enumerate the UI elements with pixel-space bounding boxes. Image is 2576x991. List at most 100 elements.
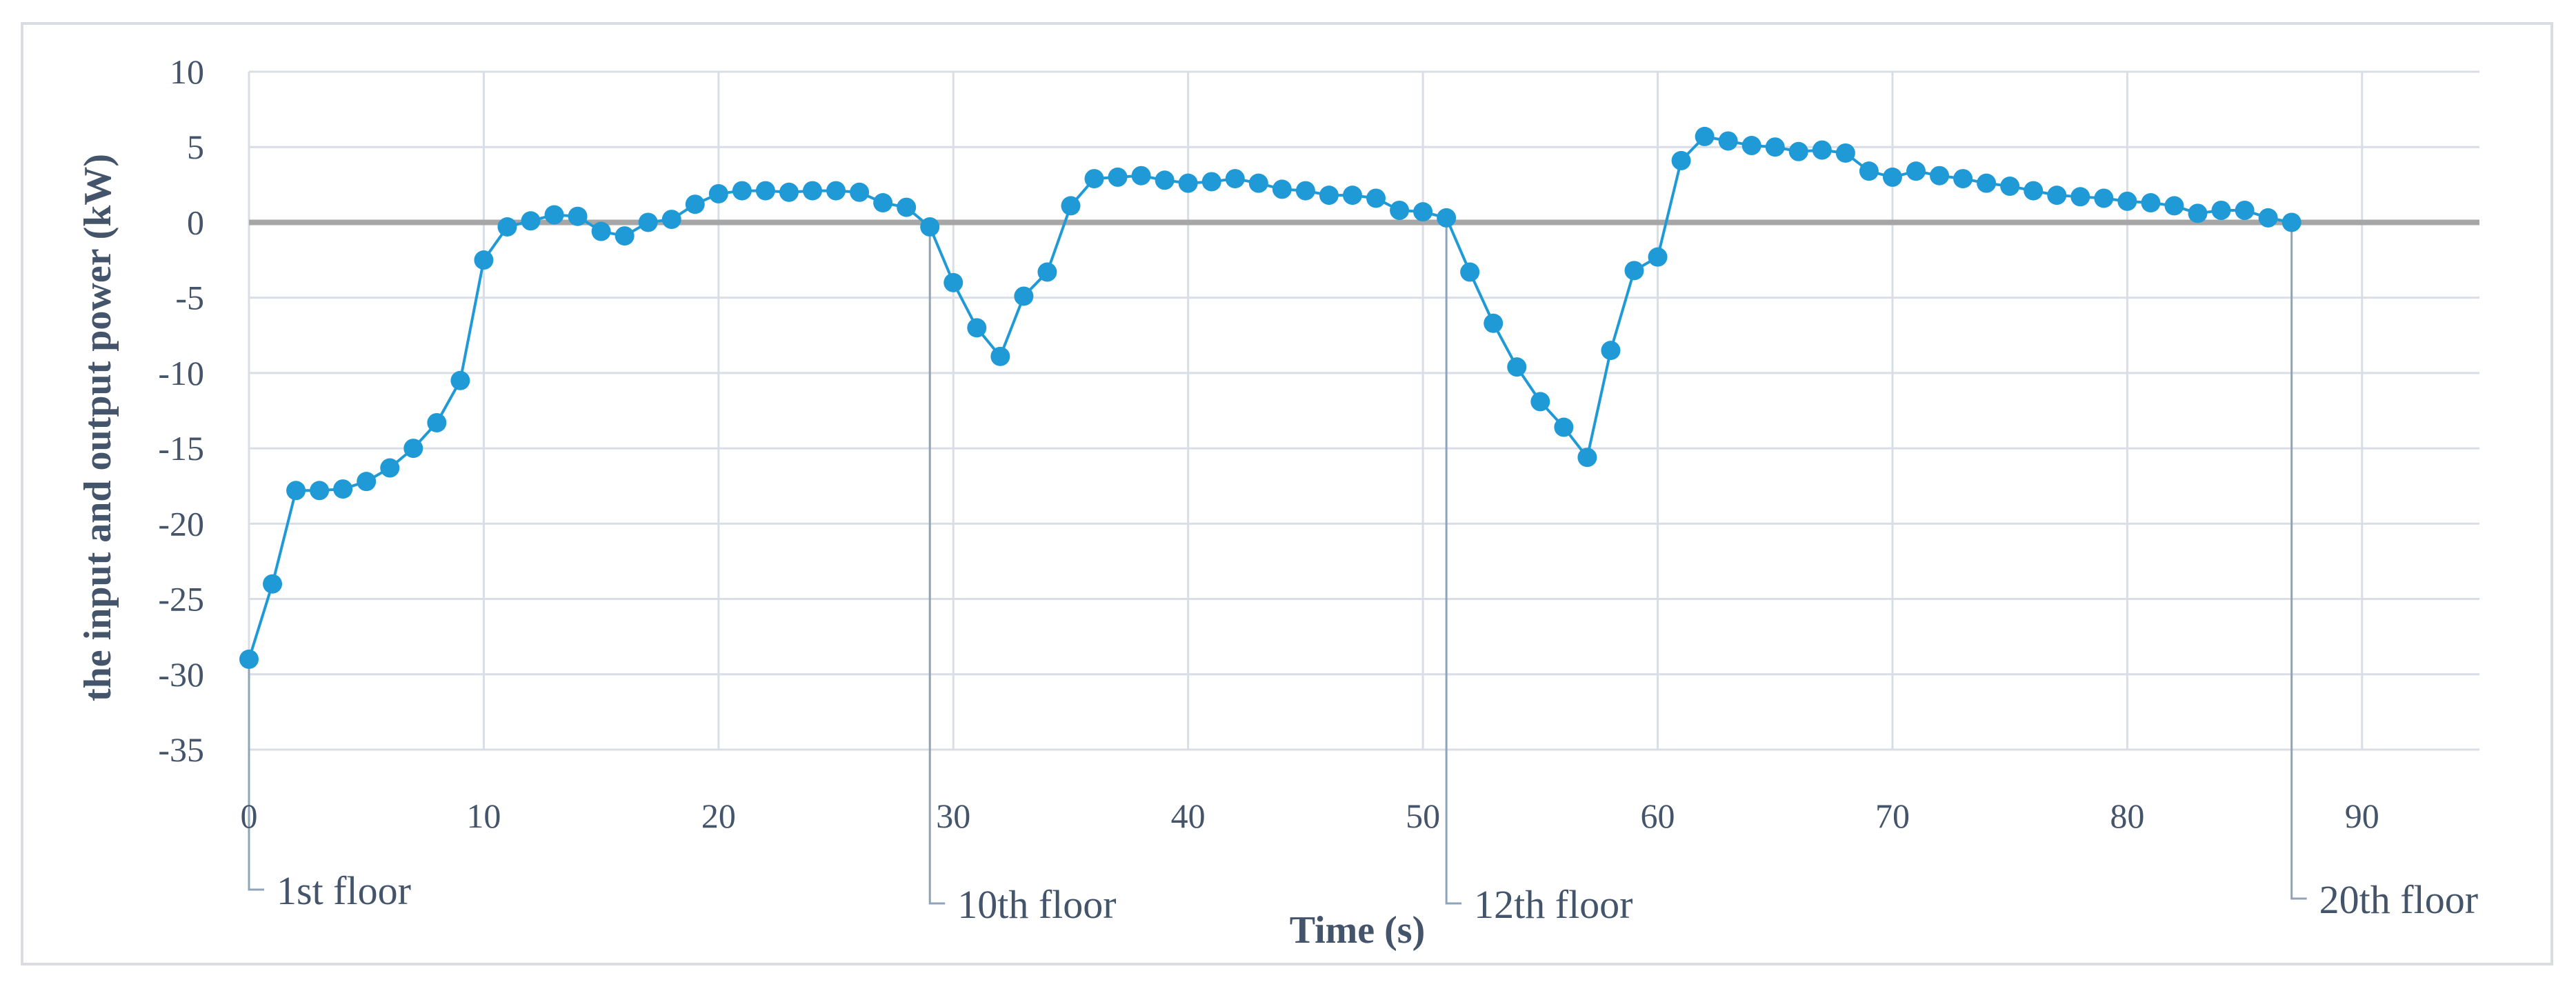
data-point (2141, 193, 2161, 213)
data-point (2235, 200, 2255, 220)
power-series (239, 126, 2302, 669)
data-point (661, 210, 681, 230)
data-point (2094, 188, 2114, 208)
data-point (474, 250, 494, 270)
data-point (2211, 200, 2231, 220)
data-point (1741, 136, 1761, 156)
floor-callout-line (2290, 222, 2307, 900)
y-tick-label: 5 (187, 128, 204, 166)
data-point (1577, 448, 1597, 468)
data-point (1319, 186, 1339, 206)
chart-frame (21, 22, 2553, 965)
y-tick-label: -25 (158, 580, 204, 619)
data-point (990, 346, 1010, 366)
data-point (497, 217, 517, 237)
data-point (2188, 203, 2208, 223)
data-point (1084, 169, 1104, 189)
data-point (1507, 357, 1527, 377)
data-point (1295, 181, 1315, 201)
data-point (591, 221, 611, 241)
data-point (803, 181, 823, 201)
data-point (333, 479, 353, 499)
y-tick-label: -10 (158, 354, 204, 392)
data-point (1835, 143, 1855, 163)
data-point (1178, 173, 1198, 193)
x-tick-label: 50 (1406, 797, 1440, 835)
data-point (2047, 186, 2067, 206)
data-point (521, 211, 541, 231)
data-point (1014, 286, 1034, 306)
data-point (380, 458, 400, 478)
data-point (1671, 150, 1691, 170)
data-point (1554, 417, 1574, 437)
floor-callout-label: 10th floor (957, 882, 1116, 927)
data-point (1695, 126, 1715, 146)
data-point (615, 226, 635, 246)
data-point (1272, 179, 1292, 199)
floor-callout-line (1445, 217, 1462, 905)
y-axis-title: the input and output power (kW) (77, 154, 119, 701)
data-point (708, 183, 728, 203)
y-tick-label: -15 (158, 429, 204, 468)
data-point (1155, 170, 1175, 190)
y-tick-label: -35 (158, 730, 204, 769)
data-point (826, 181, 846, 201)
floor-callout-label: 12th floor (1474, 882, 1633, 927)
data-point (1930, 166, 1950, 186)
data-point (1788, 141, 1808, 161)
x-tick-label: 20 (701, 797, 736, 835)
data-point (1648, 247, 1668, 267)
data-point (873, 193, 893, 213)
data-point (920, 217, 940, 237)
series-line (248, 134, 2293, 660)
data-point (1718, 131, 1738, 151)
floor-callout-line (928, 226, 946, 905)
data-point (1061, 196, 1081, 216)
floor-callout-label: 20th floor (2319, 877, 2478, 922)
data-point (1037, 262, 1057, 282)
data-point (1977, 173, 1997, 193)
data-point (1882, 167, 1902, 187)
x-tick-label: 90 (2345, 797, 2379, 835)
y-tick-label: 10 (170, 52, 204, 91)
x-tick-label: 40 (1171, 797, 1206, 835)
data-point (1366, 188, 1386, 208)
data-point (1530, 392, 1550, 412)
data-point (755, 181, 775, 201)
data-point (403, 439, 423, 459)
x-tick-label: 0 (241, 797, 258, 835)
x-tick-label: 60 (1641, 797, 1675, 835)
x-tick-label: 30 (936, 797, 970, 835)
y-tick-label: -20 (158, 504, 204, 543)
data-point (2164, 196, 2184, 216)
data-point (850, 182, 870, 202)
data-point (1460, 262, 1480, 282)
data-point (1624, 261, 1644, 281)
data-point (544, 205, 564, 225)
floor-callouts: 1st floor 10th floor 12th floor 20th floor (248, 217, 2478, 927)
x-tick-label: 10 (466, 797, 501, 835)
data-point (1765, 137, 1785, 157)
data-point (357, 472, 377, 492)
data-point (685, 194, 705, 214)
data-point (1812, 140, 1832, 160)
data-point (1225, 169, 1245, 189)
data-point (1859, 161, 1879, 181)
data-point (310, 481, 330, 501)
data-point (427, 412, 447, 432)
data-point (450, 370, 470, 390)
floor-callout-line (248, 659, 264, 891)
data-point (286, 481, 306, 501)
data-point (2070, 187, 2090, 207)
data-point (1484, 313, 1504, 333)
data-point (1248, 173, 1268, 193)
data-point (1601, 341, 1621, 361)
data-point (1413, 202, 1433, 222)
data-point (897, 197, 917, 217)
data-point (943, 272, 963, 292)
data-point (239, 649, 259, 669)
y-tick-label: -30 (158, 655, 204, 694)
y-tick-label: -5 (175, 279, 204, 317)
data-point (263, 574, 283, 594)
